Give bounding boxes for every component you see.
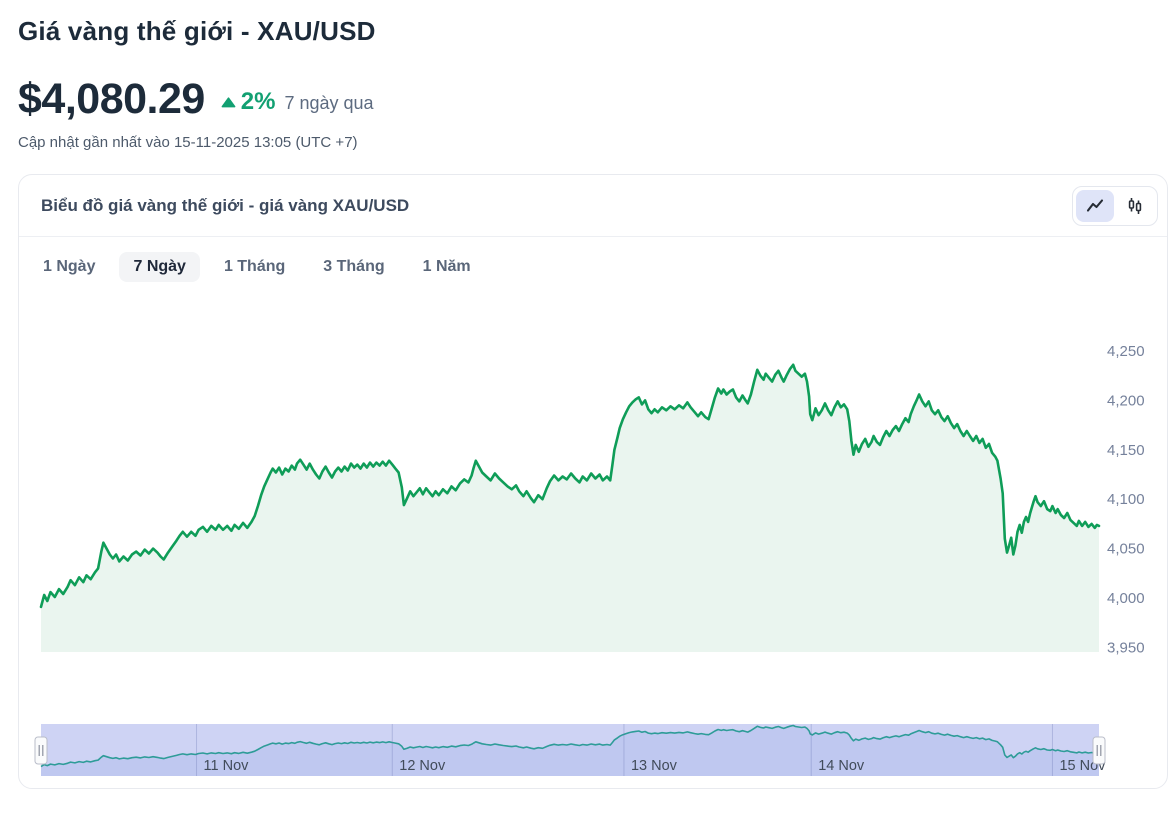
candlestick-icon <box>1128 197 1142 214</box>
chart-type-toggle <box>1072 185 1158 226</box>
y-axis-label: 4,050 <box>1107 541 1145 558</box>
change-percent: 2% <box>240 88 276 115</box>
navigator[interactable] <box>41 724 1099 776</box>
change-period: 7 ngày qua <box>284 92 374 113</box>
price-row: $4,080.29 2% 7 ngày qua <box>18 73 1173 125</box>
navigator-left-handle[interactable] <box>34 736 48 765</box>
current-price: $4,080.29 <box>18 74 205 123</box>
tab-1-nam[interactable]: 1 Năm <box>409 252 485 282</box>
range-tabs: 1 Ngày 7 Ngày 1 Tháng 3 Tháng 1 Năm <box>19 237 1167 282</box>
y-axis-label: 4,100 <box>1107 491 1145 508</box>
price-change: 2% <box>221 88 276 116</box>
tab-7-ngay[interactable]: 7 Ngày <box>119 252 200 282</box>
chart-title: Biểu đồ giá vàng thế giới - giá vàng XAU… <box>41 195 410 215</box>
tab-3-thang[interactable]: 3 Tháng <box>309 252 398 282</box>
card-header: Biểu đồ giá vàng thế giới - giá vàng XAU… <box>19 175 1167 237</box>
line-chart-icon <box>1086 198 1104 212</box>
y-axis-label: 4,000 <box>1107 590 1145 607</box>
page-title: Giá vàng thế giới - XAU/USD <box>18 16 376 46</box>
chart-line <box>39 363 1101 609</box>
line-chart-toggle-button[interactable] <box>1076 189 1114 222</box>
candlestick-chart-toggle-button[interactable] <box>1116 190 1154 222</box>
y-axis-label: 3,950 <box>1107 639 1145 656</box>
chart-area <box>41 364 1099 652</box>
y-axis-label: 4,250 <box>1107 343 1145 360</box>
y-axis-label: 4,150 <box>1107 442 1145 459</box>
up-arrow-icon <box>221 96 236 107</box>
last-updated: Cập nhật gần nhất vào 15-11-2025 13:05 (… <box>18 134 358 151</box>
navigator-right-handle[interactable] <box>1092 736 1106 765</box>
page: Giá vàng thế giới - XAU/USD $4,080.29 2%… <box>0 16 1173 829</box>
chart-card: Biểu đồ giá vàng thế giới - giá vàng XAU… <box>18 174 1168 789</box>
tab-1-ngay[interactable]: 1 Ngày <box>29 252 109 282</box>
y-axis-label: 4,200 <box>1107 392 1145 409</box>
tab-1-thang[interactable]: 1 Tháng <box>210 252 299 282</box>
